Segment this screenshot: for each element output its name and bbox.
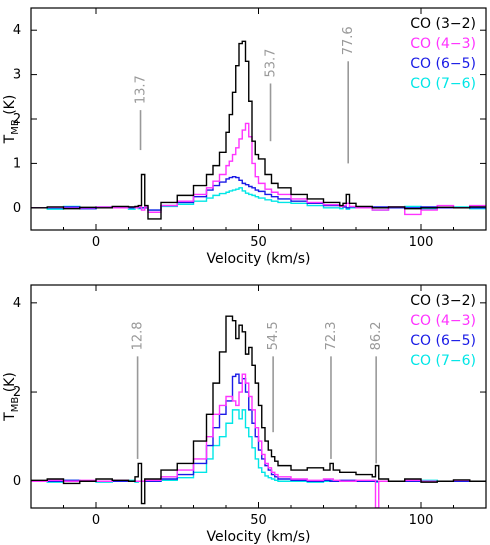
x-axis-label: Velocity (km/s) xyxy=(206,251,310,267)
velocity-marker-label: 77.6 xyxy=(341,26,356,55)
y-tick-label: 0 xyxy=(13,474,21,489)
legend-entry: CO (6−5) xyxy=(410,56,476,72)
x-tick-label: 100 xyxy=(409,235,434,250)
x-tick-label: 0 xyxy=(92,235,100,250)
x-tick-label: 0 xyxy=(92,513,100,528)
y-axis-label-symbol: T xyxy=(2,134,18,144)
legend-entry: CO (4−3) xyxy=(410,313,476,329)
traces xyxy=(31,40,486,220)
y-tick-label: 4 xyxy=(13,296,21,311)
legend-entry: CO (3−2) xyxy=(410,293,476,309)
y-tick-label: 0 xyxy=(13,201,21,216)
plot-frame xyxy=(30,7,487,231)
y-axis-label-subscript: MB xyxy=(10,397,21,413)
legend-entry: CO (4−3) xyxy=(410,36,476,52)
panel-top: 0 50 100 0 1 2 3 4 13.7 53.7 77.6 CO (3−2) CO (4−3) C… xyxy=(2,7,487,267)
velocity-marker-label: 13.7 xyxy=(134,75,149,104)
legend-entry: CO (7−6) xyxy=(410,76,476,92)
y-tick-label: 2 xyxy=(13,112,21,127)
panel-bottom: 0 50 100 0 2 4 12.8 54.5 72.3 86.2 CO (3−2) CO (4−3… xyxy=(2,284,487,545)
plot-frame xyxy=(30,284,487,509)
x-tick-label: 100 xyxy=(409,513,434,528)
y-axis-label: TMB (K) xyxy=(2,95,21,145)
legend-entry: CO (7−6) xyxy=(410,353,476,369)
series-trace xyxy=(31,40,486,220)
series-trace xyxy=(31,122,486,216)
y-axis-label-symbol: T xyxy=(2,412,18,422)
velocity-marker-label: 86.2 xyxy=(369,321,384,350)
velocity-marker-label: 54.5 xyxy=(266,321,281,350)
velocity-marker-label: 12.8 xyxy=(131,321,146,350)
y-tick-label: 3 xyxy=(13,68,21,83)
x-tick-label: 50 xyxy=(250,235,267,250)
traces xyxy=(31,315,486,508)
x-axis-label: Velocity (km/s) xyxy=(206,529,310,545)
y-axis-label-unit: (K) xyxy=(2,95,18,120)
y-axis-label-subscript: MB xyxy=(10,119,21,135)
series-trace xyxy=(31,315,486,505)
velocity-marker-label: 53.7 xyxy=(264,49,279,78)
legend-entry: CO (3−2) xyxy=(410,16,476,32)
velocity-marker-label: 72.3 xyxy=(324,321,339,350)
y-tick-label: 4 xyxy=(13,23,21,38)
y-tick-label: 2 xyxy=(13,385,21,400)
y-axis-label: TMB (K) xyxy=(2,372,21,422)
y-tick-label: 1 xyxy=(13,156,21,171)
legend-entry: CO (6−5) xyxy=(410,333,476,349)
x-tick-label: 50 xyxy=(250,513,267,528)
y-axis-label-unit: (K) xyxy=(2,372,18,397)
